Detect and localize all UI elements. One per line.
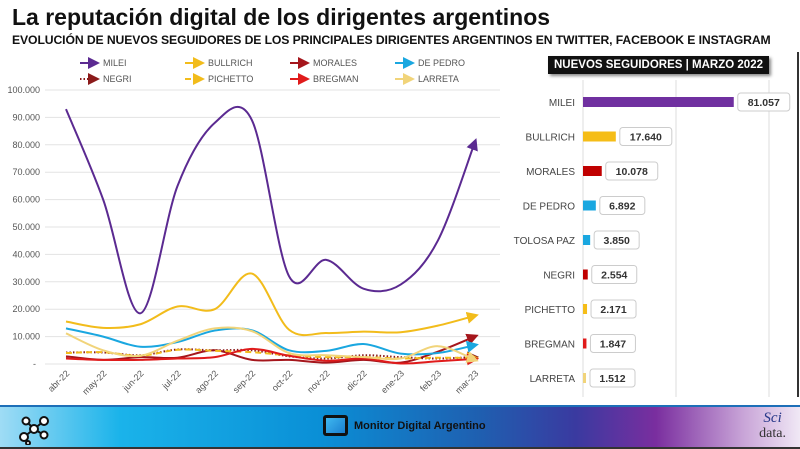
x-tick-label: dic-22 xyxy=(344,368,368,392)
x-tick-label: nov-22 xyxy=(305,368,332,395)
legend-label: PICHETTO xyxy=(208,74,253,84)
x-tick-label: sep-22 xyxy=(231,368,258,395)
legend-label: BREGMAN xyxy=(313,74,359,84)
y-tick-label: 60.000 xyxy=(12,195,40,205)
data-label-box xyxy=(593,230,640,250)
line-chart: - 10.000 20.000 30.000 40.000 50.000 60.000 70.… xyxy=(7,57,500,397)
network-icon xyxy=(19,416,49,445)
data-label: 6.892 xyxy=(609,201,635,213)
series-line-bregman xyxy=(65,347,479,366)
bar-category-label: TOLOSA PAZ xyxy=(514,236,575,247)
data-label: 1.512 xyxy=(599,373,625,385)
bar-chart-title: NUEVOS SEGUIDORES | MARZO 2022 xyxy=(548,56,769,74)
brand-name: Monitor Digital Argentino xyxy=(354,419,486,432)
x-tick-label: feb-23 xyxy=(418,368,443,393)
footer-banner: Monitor Digital Argentino Sci data. xyxy=(0,405,800,449)
bar xyxy=(583,235,591,245)
x-tick-label: abr-22 xyxy=(46,368,71,393)
x-tick-label: ene-23 xyxy=(379,368,406,395)
bar-category-label: MORALES xyxy=(526,167,575,178)
y-tick-label: 30.000 xyxy=(12,277,40,287)
x-tick-label: jun-22 xyxy=(120,368,145,393)
bar-chart: MILEI 81.057 BULLRICH 17.640 MORALES 10.078 DE… xyxy=(514,80,791,397)
data-label: 2.171 xyxy=(600,304,626,316)
data-label-box xyxy=(619,127,673,146)
bar xyxy=(583,373,586,383)
bar-category-label: PICHETTO xyxy=(525,305,576,316)
data-label-box xyxy=(599,196,646,215)
y-tick-label: 70.000 xyxy=(12,167,40,177)
legend-label: BULLRICH xyxy=(208,58,253,68)
y-tick-label: 20.000 xyxy=(12,304,40,314)
logo-sci: Sci xyxy=(763,410,782,426)
data-label-box xyxy=(589,368,636,388)
footer-brand: Monitor Digital Argentino xyxy=(323,415,486,436)
bar-category-label: BREGMAN xyxy=(524,340,575,351)
series-line-morales xyxy=(65,333,479,364)
x-tick-label: oct-22 xyxy=(270,368,295,393)
bar-category-label: LARRETA xyxy=(530,374,576,385)
x-tick-label: may-22 xyxy=(80,368,108,396)
bar-category-label: MILEI xyxy=(549,98,575,109)
logo-data: data. xyxy=(759,426,786,441)
legend-label: NEGRI xyxy=(103,74,132,84)
data-label: 1.847 xyxy=(600,339,626,351)
data-label-box xyxy=(591,265,638,284)
series-line-milei xyxy=(65,106,478,315)
bar-category-label: BULLRICH xyxy=(526,133,575,144)
data-label-box xyxy=(605,161,659,181)
y-tick-label: 100.000 xyxy=(7,85,40,95)
y-tick-label: 10.000 xyxy=(12,332,40,342)
bar xyxy=(583,269,588,280)
series-line-bullrich xyxy=(65,272,479,337)
y-tick-label: - xyxy=(33,359,36,369)
data-label-box xyxy=(589,334,636,353)
bar xyxy=(583,131,616,142)
series-line-de-pedro xyxy=(65,327,479,356)
page-subtitle: EVOLUCIÓN DE NUEVOS SEGUIDORES DE LOS PR… xyxy=(12,33,771,47)
y-tick-label: 80.000 xyxy=(12,140,40,150)
data-label-box xyxy=(737,92,791,112)
x-tick-label: jul-22 xyxy=(160,368,183,391)
data-label-box xyxy=(590,299,637,319)
legend-label: MILEI xyxy=(103,58,127,68)
y-tick-label: 90.000 xyxy=(12,112,40,122)
data-label: 10.078 xyxy=(616,166,648,178)
x-tick-label: mar-23 xyxy=(453,368,480,395)
bar xyxy=(583,166,602,176)
legend-label: MORALES xyxy=(313,58,357,68)
divider xyxy=(797,52,799,397)
series-line-larreta xyxy=(65,326,479,363)
bar xyxy=(583,338,587,349)
bar xyxy=(583,304,588,314)
y-tick-label: 50.000 xyxy=(12,222,40,232)
data-label: 2.554 xyxy=(601,270,627,282)
page-title: La reputación digital de los dirigentes … xyxy=(12,4,551,30)
monitor-icon xyxy=(323,415,348,436)
bar-category-label: NEGRI xyxy=(543,271,575,282)
y-tick-label: 40.000 xyxy=(12,249,40,259)
data-label: 81.057 xyxy=(748,97,780,109)
scidata-logo: Sci data. xyxy=(759,410,786,442)
x-tick-label: ago-22 xyxy=(193,368,220,395)
bar xyxy=(583,97,734,107)
data-label: 3.850 xyxy=(604,235,630,247)
data-label: 17.640 xyxy=(630,132,662,144)
legend-label: DE PEDRO xyxy=(418,58,465,68)
bar-category-label: DE PEDRO xyxy=(523,202,575,213)
legend-label: LARRETA xyxy=(418,74,459,84)
bar xyxy=(583,200,596,211)
